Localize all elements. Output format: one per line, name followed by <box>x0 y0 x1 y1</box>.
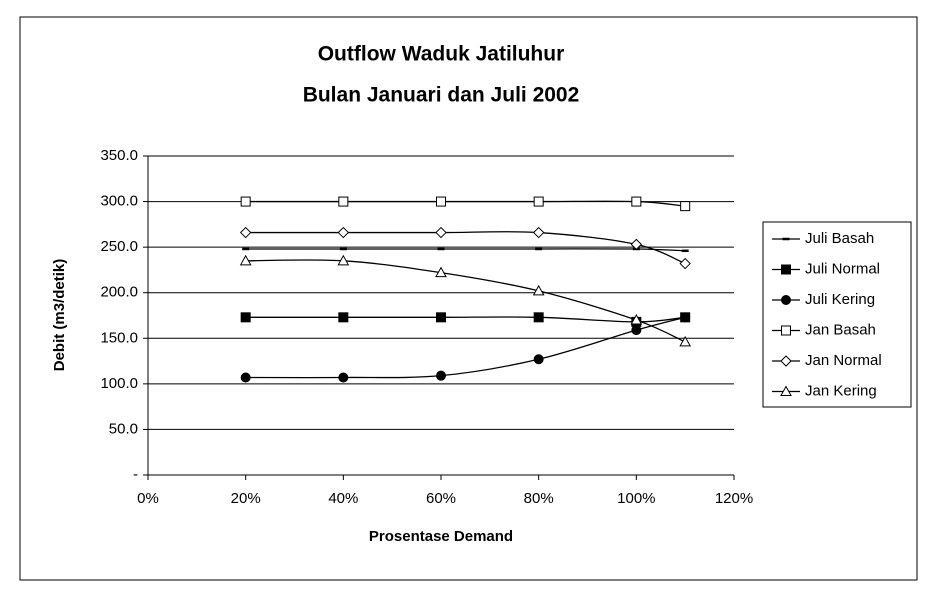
y-tick-label: 100.0 <box>100 375 138 392</box>
x-tick-label: 40% <box>328 490 358 507</box>
y-axis-title: Debit (m3/detik) <box>51 259 68 372</box>
data-point <box>630 238 643 251</box>
data-point <box>435 266 447 278</box>
chart-subtitle: Bulan Januari dan Juli 2002 <box>303 84 580 107</box>
data-point <box>532 226 545 239</box>
x-tick-label: 100% <box>617 490 655 507</box>
legend-label: Juli Basah <box>805 230 874 247</box>
data-point <box>679 335 692 347</box>
data-point <box>631 196 642 207</box>
legend-marker <box>780 355 792 367</box>
data-point <box>337 226 350 239</box>
y-tick-label: 300.0 <box>100 193 138 210</box>
data-point <box>239 254 252 266</box>
data-point <box>338 196 349 207</box>
x-tick-label: 0% <box>137 490 159 507</box>
data-point <box>679 257 691 270</box>
legend-marker <box>781 325 791 336</box>
y-tick-label: 200.0 <box>100 284 138 301</box>
data-point <box>436 312 446 323</box>
legend-label: Jan Basah <box>805 321 876 338</box>
legend-box <box>762 221 912 408</box>
legend-label: Juli Kering <box>805 291 875 308</box>
y-tick-label: 350.0 <box>100 147 138 164</box>
data-point <box>630 314 643 325</box>
data-point <box>338 372 349 383</box>
data-point <box>239 226 252 239</box>
legend-label: Jan Kering <box>805 382 877 399</box>
x-tick-label: 120% <box>715 490 753 507</box>
legend-label: Jan Normal <box>805 352 882 369</box>
y-tick-label: 250.0 <box>100 238 138 255</box>
data-point <box>240 312 251 323</box>
x-axis-title: Prosentase Demand <box>369 528 513 545</box>
y-tick-label: 150.0 <box>100 329 138 346</box>
legend-marker <box>780 385 792 396</box>
legend-label: Juli Normal <box>805 260 880 277</box>
data-point <box>631 325 642 336</box>
data-point <box>436 370 446 381</box>
data-point <box>680 201 691 212</box>
y-tick-label: 50.0 <box>109 420 138 437</box>
data-point <box>533 354 544 365</box>
x-tick-label: 60% <box>426 490 456 507</box>
data-point <box>532 284 545 296</box>
data-point <box>435 226 447 239</box>
x-tick-label: 20% <box>231 490 261 507</box>
x-tick-label: 80% <box>524 490 554 507</box>
data-point <box>533 196 544 207</box>
data-point <box>337 254 350 266</box>
data-point <box>436 196 446 207</box>
data-point <box>240 196 251 207</box>
y-tick-label: - <box>133 466 138 483</box>
data-point <box>338 312 349 323</box>
legend-marker <box>781 295 791 305</box>
data-point <box>680 312 691 323</box>
legend-marker <box>781 264 791 275</box>
chart-title: Outflow Waduk Jatiluhur <box>318 43 565 66</box>
data-point <box>240 372 251 383</box>
data-point <box>533 312 544 323</box>
